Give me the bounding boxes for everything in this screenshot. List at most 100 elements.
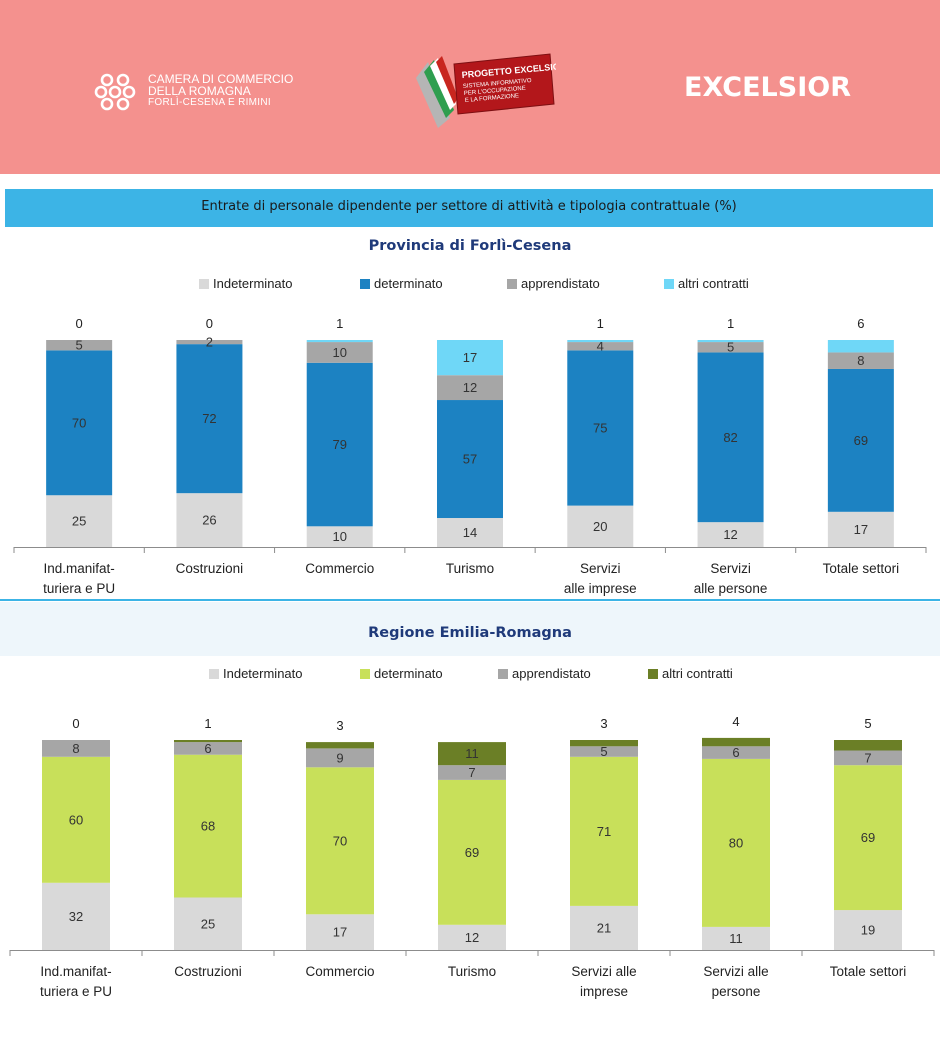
bar-segment-indeterminato <box>570 905 638 950</box>
bar-segment-apprendistato <box>702 746 770 759</box>
bar-segment-altri-contratti <box>834 740 902 751</box>
x-tick-label: turiera e PU <box>43 581 115 596</box>
bar-segment-apprendistato <box>174 742 242 755</box>
bar-segment-indeterminato <box>438 924 506 950</box>
bar-segment-determinato <box>176 344 243 494</box>
bar-segment-indeterminato <box>567 505 634 547</box>
camera-line1: CAMERA DI COMMERCIO <box>148 72 294 86</box>
data-label: 5 <box>76 338 83 353</box>
legend-swatch <box>648 669 658 679</box>
chart1-legend-item-determinato: determinato <box>360 276 443 294</box>
bar-segment-altri-contratti <box>174 740 242 743</box>
bar-segment-determinato <box>567 350 634 506</box>
bar-segment-apprendistato <box>697 342 764 353</box>
bar-segment-determinato <box>306 362 373 527</box>
bar-segment-indeterminato <box>827 511 894 547</box>
progetto-excelsior-logo-icon: PROGETTO EXCELSIOR SISTEMA INFORMATIVO P… <box>416 53 556 128</box>
data-label: 0 <box>72 716 79 731</box>
x-tick-label: persone <box>712 984 761 999</box>
data-label: 1 <box>727 316 734 331</box>
chart1-title: Provincia di Forlì-Cesena <box>368 238 572 254</box>
chart-banner: Entrate di personale dipendente per sett… <box>5 189 933 227</box>
data-label: 4 <box>597 339 604 354</box>
bar-segment-altri-contratti <box>827 340 894 353</box>
legend-label: determinato <box>374 666 443 681</box>
data-label: 69 <box>465 845 479 860</box>
data-label: 32 <box>69 909 83 924</box>
data-label: 71 <box>597 824 611 839</box>
bar-segment-altri-contratti <box>437 340 503 376</box>
legend-swatch <box>360 669 370 679</box>
data-label: 9 <box>336 750 343 765</box>
legend-label: altri contratti <box>662 666 733 681</box>
chart1-legend-item-altri-contratti: altri contratti <box>664 276 749 294</box>
bar-segment-apprendistato <box>306 342 373 363</box>
camera-di-commercio-logo-icon <box>94 73 136 111</box>
data-label: 5 <box>600 744 607 759</box>
excelsior-logo-sub3: E LA FORMAZIONE <box>465 93 520 104</box>
legend-label: determinato <box>374 276 443 291</box>
x-tick-label: Totale settori <box>830 964 907 979</box>
data-label: 17 <box>333 925 347 940</box>
camera-line2: DELLA ROMAGNA <box>148 84 251 98</box>
data-label: 12 <box>465 930 479 945</box>
data-label: 2 <box>206 335 213 350</box>
chart2-legend-item-apprendistato: apprendistato <box>498 666 591 684</box>
bar-segment-determinato <box>437 400 503 519</box>
data-label: 21 <box>597 920 611 935</box>
bar-segment-determinato <box>42 756 110 883</box>
data-label: 5 <box>727 340 734 355</box>
bar-segment-indeterminato <box>702 926 770 950</box>
legend-label: apprendistato <box>521 276 600 291</box>
bar-segment-apprendistato <box>834 750 902 766</box>
chart1-legend: Indeterminato determinato apprendistato … <box>0 276 940 294</box>
bar-segment-apprendistato <box>306 748 374 768</box>
bar-segment-apprendistato <box>438 765 506 780</box>
bar-segment-indeterminato <box>306 914 374 950</box>
data-label: 69 <box>861 830 875 845</box>
data-label: 3 <box>600 716 607 731</box>
bar-segment-altri-contratti <box>697 340 764 343</box>
legend-swatch <box>199 279 209 289</box>
bar-segment-indeterminato <box>306 526 373 547</box>
data-label: 4 <box>732 714 739 729</box>
bar-segment-altri-contratti <box>702 737 770 747</box>
bar-segment-indeterminato <box>176 493 243 547</box>
bar-segment-indeterminato <box>46 495 113 547</box>
data-label: 8 <box>857 353 864 368</box>
legend-swatch <box>507 279 517 289</box>
data-label: 57 <box>463 452 477 467</box>
data-label: 8 <box>72 741 79 756</box>
x-tick-label: imprese <box>580 984 628 999</box>
banner-text: Entrate di personale dipendente per sett… <box>201 199 737 214</box>
legend-label: apprendistato <box>512 666 591 681</box>
x-tick-label: Turismo <box>448 964 496 979</box>
data-label: 75 <box>593 420 607 435</box>
page-header: CAMERA DI COMMERCIO DELLA ROMAGNA FORLÌ-… <box>0 0 940 174</box>
data-label: 68 <box>201 819 215 834</box>
chart2-title: Regione Emilia-Romagna <box>368 625 572 641</box>
bar-segment-determinato <box>834 765 902 911</box>
bar-segment-indeterminato <box>174 897 242 950</box>
chart1-legend-item-apprendistato: apprendistato <box>507 276 600 294</box>
legend-label: Indeterminato <box>213 276 293 291</box>
bar-segment-indeterminato <box>834 910 902 950</box>
data-label: 12 <box>463 380 477 395</box>
bar-segment-determinato <box>174 754 242 898</box>
x-tick-label: Costruzioni <box>176 561 244 576</box>
data-label: 72 <box>202 411 216 426</box>
x-tick-label: Ind.manifat- <box>43 561 114 576</box>
data-label: 3 <box>336 718 343 733</box>
x-tick-label: Servizi alle <box>703 964 768 979</box>
bar-segment-determinato <box>46 350 113 496</box>
excelsior-stripes <box>416 56 458 128</box>
data-label: 6 <box>732 745 739 760</box>
data-label: 11 <box>465 746 479 761</box>
data-label: 25 <box>72 514 86 529</box>
excelsior-logo-sub2: PER L'OCCUPAZIONE <box>464 86 526 97</box>
legend-swatch <box>664 279 674 289</box>
x-tick-label: Servizi alle <box>571 964 636 979</box>
bar-segment-determinato <box>702 758 770 927</box>
